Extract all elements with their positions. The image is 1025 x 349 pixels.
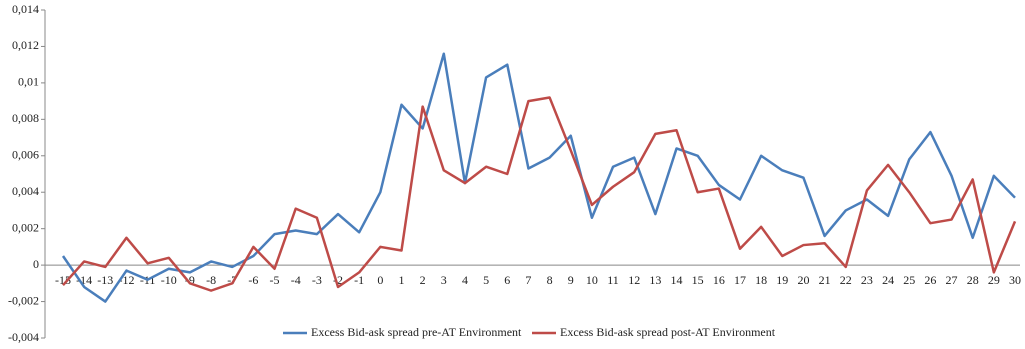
series-line bbox=[62, 96, 1017, 292]
x-tick-label: 11 bbox=[607, 273, 619, 287]
y-tick-label: 0,008 bbox=[12, 111, 39, 125]
y-tick-label: -0,002 bbox=[8, 293, 39, 307]
y-tick-label: 0,002 bbox=[12, 220, 39, 234]
y-tick-label: 0,01 bbox=[18, 75, 39, 89]
x-tick-label: 6 bbox=[504, 273, 510, 287]
x-tick-label: 4 bbox=[462, 273, 468, 287]
x-tick-label: 22 bbox=[840, 273, 852, 287]
y-tick-label: 0 bbox=[33, 257, 39, 271]
y-tick-label: 0,014 bbox=[12, 2, 39, 16]
x-tick-label: -13 bbox=[97, 273, 113, 287]
x-tick-label: -14 bbox=[76, 273, 92, 287]
x-tick-label: 2 bbox=[420, 273, 426, 287]
y-tick-label: 0,012 bbox=[12, 38, 39, 52]
x-tick-label: 1 bbox=[398, 273, 404, 287]
x-tick-label: -4 bbox=[291, 273, 301, 287]
x-tick-label: 18 bbox=[755, 273, 767, 287]
x-tick-label: 10 bbox=[586, 273, 598, 287]
legend-label: Excess Bid-ask spread pre-AT Environment bbox=[311, 325, 522, 339]
x-tick-label: 0 bbox=[377, 273, 383, 287]
x-tick-label: -8 bbox=[206, 273, 216, 287]
x-tick-label: -10 bbox=[161, 273, 177, 287]
x-tick-label: -5 bbox=[270, 273, 280, 287]
x-tick-label: 14 bbox=[671, 273, 683, 287]
x-tick-label: 24 bbox=[882, 273, 894, 287]
legend-label: Excess Bid-ask spread post-AT Environmen… bbox=[560, 325, 776, 339]
x-tick-label: 3 bbox=[441, 273, 447, 287]
y-tick-label: 0,006 bbox=[12, 148, 39, 162]
x-tick-label: 27 bbox=[946, 273, 958, 287]
x-tick-label: 7 bbox=[525, 273, 531, 287]
series-line bbox=[61, 52, 1016, 303]
x-tick-label: 30 bbox=[1009, 273, 1021, 287]
x-tick-label: 12 bbox=[628, 273, 640, 287]
x-tick-label: -15 bbox=[55, 273, 71, 287]
x-tick-label: 29 bbox=[988, 273, 1000, 287]
x-tick-label: -6 bbox=[248, 273, 258, 287]
x-tick-label: 8 bbox=[547, 273, 553, 287]
x-tick-label: -9 bbox=[185, 273, 195, 287]
x-tick-label: 28 bbox=[967, 273, 979, 287]
x-tick-label: 5 bbox=[483, 273, 489, 287]
x-tick-label: -1 bbox=[354, 273, 364, 287]
x-tick-label: -2 bbox=[333, 273, 343, 287]
x-tick-label: 13 bbox=[649, 273, 661, 287]
x-tick-label: 25 bbox=[903, 273, 915, 287]
x-tick-label: 15 bbox=[692, 273, 704, 287]
x-tick-label: 9 bbox=[568, 273, 574, 287]
x-tick-label: 26 bbox=[924, 273, 936, 287]
y-tick-label: -0,004 bbox=[8, 330, 39, 344]
x-tick-label: -3 bbox=[312, 273, 322, 287]
x-tick-label: 23 bbox=[861, 273, 873, 287]
x-tick-label: 16 bbox=[713, 273, 725, 287]
x-tick-label: 21 bbox=[819, 273, 831, 287]
x-tick-label: 20 bbox=[797, 273, 809, 287]
x-tick-label: 17 bbox=[734, 273, 746, 287]
x-tick-label: 19 bbox=[776, 273, 788, 287]
x-tick-label: -7 bbox=[227, 273, 237, 287]
y-tick-label: 0,004 bbox=[12, 184, 39, 198]
